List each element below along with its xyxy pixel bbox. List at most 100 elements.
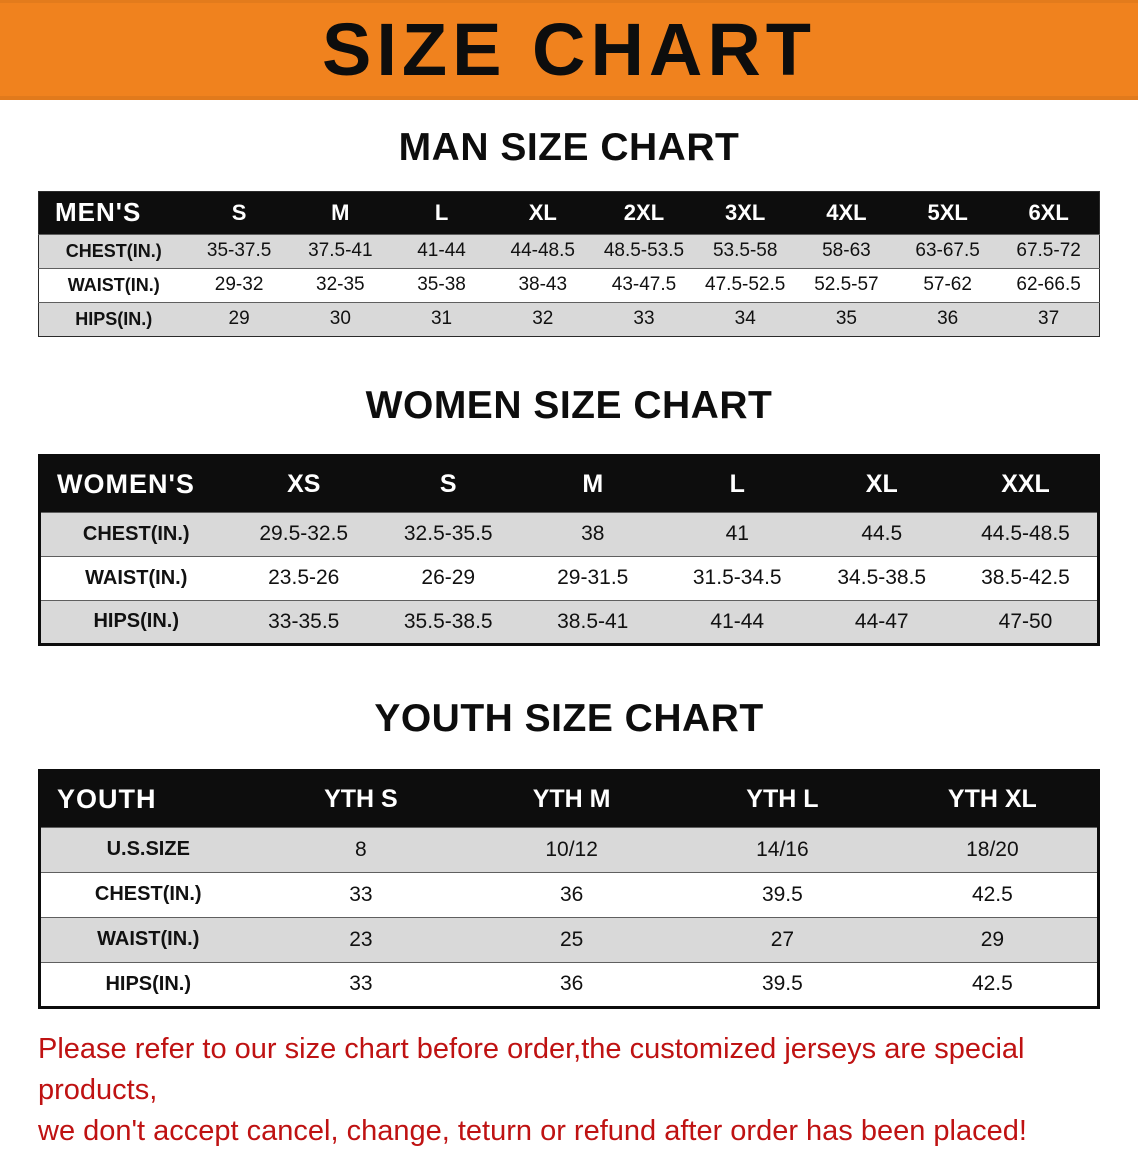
size-column-header: YTH M [466, 770, 677, 828]
size-column-header: 5XL [897, 191, 999, 235]
section-women: WOMEN SIZE CHART WOMEN'S XS S M L XL XXL CHEST(… [0, 337, 1138, 646]
table-row: CHEST(IN.) 33 36 39.5 42.5 [39, 871, 1099, 918]
size-column-header: YTH S [255, 770, 467, 828]
measurement-label: HIPS(IN.) [38, 301, 189, 337]
size-value-cell: 29.5-32.5 [231, 511, 376, 557]
measurement-label: WAIST(IN.) [38, 267, 189, 303]
men-size-table: MEN'S S M L XL 2XL 3XL 4XL 5XL 6XL CHEST(IN.) 35-37… [38, 190, 1100, 337]
size-value-cell: 47-50 [954, 599, 1099, 645]
size-value-cell: 25 [466, 916, 677, 963]
size-value-cell: 23 [255, 916, 467, 963]
table-row: CHEST(IN.) 29.5-32.5 32.5-35.5 38 41 44.5 44.5… [39, 511, 1099, 557]
size-value-cell: 31.5-34.5 [665, 555, 810, 601]
size-value-cell: 38.5-42.5 [954, 555, 1099, 601]
size-value-cell: 44.5 [809, 511, 954, 557]
measurement-label: CHEST(IN.) [39, 871, 256, 918]
size-value-cell: 33 [255, 871, 467, 918]
size-value-cell: 36 [466, 871, 677, 918]
size-column-header: 6XL [998, 191, 1100, 235]
size-value-cell: 67.5-72 [998, 233, 1100, 269]
size-value-cell: 44.5-48.5 [954, 511, 1099, 557]
size-value-cell: 42.5 [887, 871, 1099, 918]
size-column-header: XL [809, 455, 954, 513]
size-value-cell: 35.5-38.5 [376, 599, 521, 645]
table-row: U.S.SIZE 8 10/12 14/16 18/20 [39, 826, 1099, 873]
size-column-header: S [376, 455, 521, 513]
size-column-header: L [390, 191, 493, 235]
size-value-cell: 44-48.5 [492, 233, 594, 269]
size-column-header: M [520, 455, 665, 513]
size-column-header: L [665, 455, 810, 513]
measurement-label: WAIST(IN.) [39, 916, 256, 963]
size-value-cell: 63-67.5 [897, 233, 999, 269]
size-value-cell: 53.5-58 [694, 233, 796, 269]
table-title-cell: MEN'S [38, 191, 189, 235]
size-value-cell: 32.5-35.5 [376, 511, 521, 557]
size-column-header: 3XL [694, 191, 796, 235]
size-value-cell: 29-32 [188, 267, 290, 303]
size-value-cell: 32-35 [289, 267, 391, 303]
table-header-row: YOUTH YTH S YTH M YTH L YTH XL [39, 770, 1099, 828]
size-column-header: XXL [954, 455, 1099, 513]
size-column-header: XL [492, 191, 594, 235]
table-row: WAIST(IN.) 23.5-26 26-29 29-31.5 31.5-34.5 34… [39, 555, 1099, 601]
size-value-cell: 44-47 [809, 599, 954, 645]
size-value-cell: 23.5-26 [231, 555, 376, 601]
size-value-cell: 34.5-38.5 [809, 555, 954, 601]
size-column-header: YTH XL [887, 770, 1099, 828]
banner-title: SIZE CHART [322, 8, 816, 91]
size-value-cell: 43-47.5 [593, 267, 695, 303]
size-column-header: 4XL [795, 191, 898, 235]
size-value-cell: 35-38 [390, 267, 493, 303]
measurement-label: HIPS(IN.) [39, 599, 232, 645]
size-value-cell: 26-29 [376, 555, 521, 601]
size-value-cell: 36 [897, 301, 999, 337]
table-header-row: MEN'S S M L XL 2XL 3XL 4XL 5XL 6XL [38, 191, 1100, 235]
table-row: HIPS(IN.) 33-35.5 35.5-38.5 38.5-41 41-44 44-… [39, 599, 1099, 645]
youth-size-table: YOUTH YTH S YTH M YTH L YTH XL U.S.SIZE 8 10/12… [38, 768, 1100, 1009]
size-value-cell: 36 [466, 961, 677, 1008]
size-value-cell: 29-31.5 [520, 555, 665, 601]
disclaimer: Please refer to our size chart before or… [0, 1029, 1138, 1152]
size-value-cell: 38 [520, 511, 665, 557]
size-value-cell: 33 [593, 301, 695, 337]
table-row: HIPS(IN.) 29 30 31 32 33 34 35 36 37 [38, 301, 1100, 337]
table-title-cell: YOUTH [39, 770, 256, 828]
men-section-heading: MAN SIZE CHART [398, 126, 740, 169]
size-value-cell: 35 [795, 301, 898, 337]
measurement-label: U.S.SIZE [39, 826, 256, 873]
size-value-cell: 31 [390, 301, 493, 337]
size-column-header: M [289, 191, 391, 235]
size-value-cell: 52.5-57 [795, 267, 898, 303]
size-value-cell: 38-43 [492, 267, 594, 303]
size-value-cell: 62-66.5 [998, 267, 1100, 303]
size-value-cell: 41 [665, 511, 810, 557]
size-value-cell: 18/20 [887, 826, 1099, 873]
size-value-cell: 33 [255, 961, 467, 1008]
size-value-cell: 39.5 [677, 961, 888, 1008]
size-value-cell: 30 [289, 301, 391, 337]
size-value-cell: 34 [694, 301, 796, 337]
measurement-label: HIPS(IN.) [39, 961, 256, 1008]
table-row: WAIST(IN.) 23 25 27 29 [39, 916, 1099, 963]
size-value-cell: 37 [998, 301, 1100, 337]
section-men: MAN SIZE CHART MEN'S S M L XL 2XL 3XL 4XL 5XL 6XL… [0, 100, 1138, 337]
table-title-cell: WOMEN'S [39, 455, 232, 513]
size-value-cell: 58-63 [795, 233, 898, 269]
size-value-cell: 47.5-52.5 [694, 267, 796, 303]
size-value-cell: 39.5 [677, 871, 888, 918]
youth-section-heading: YOUTH SIZE CHART [374, 696, 764, 740]
size-value-cell: 38.5-41 [520, 599, 665, 645]
measurement-label: CHEST(IN.) [38, 233, 189, 269]
size-column-header: XS [231, 455, 376, 513]
size-column-header: 2XL [593, 191, 695, 235]
women-size-table: WOMEN'S XS S M L XL XXL CHEST(IN.) 29.5-32.5 32.5… [38, 453, 1100, 646]
measurement-label: WAIST(IN.) [39, 555, 232, 601]
table-row: CHEST(IN.) 35-37.5 37.5-41 41-44 44-48.5 48.5… [38, 233, 1100, 269]
size-value-cell: 37.5-41 [289, 233, 391, 269]
disclaimer-line-1: Please refer to our size chart before or… [38, 1032, 1025, 1106]
size-value-cell: 33-35.5 [231, 599, 376, 645]
size-value-cell: 27 [677, 916, 888, 963]
size-value-cell: 57-62 [897, 267, 999, 303]
size-value-cell: 42.5 [887, 961, 1099, 1008]
